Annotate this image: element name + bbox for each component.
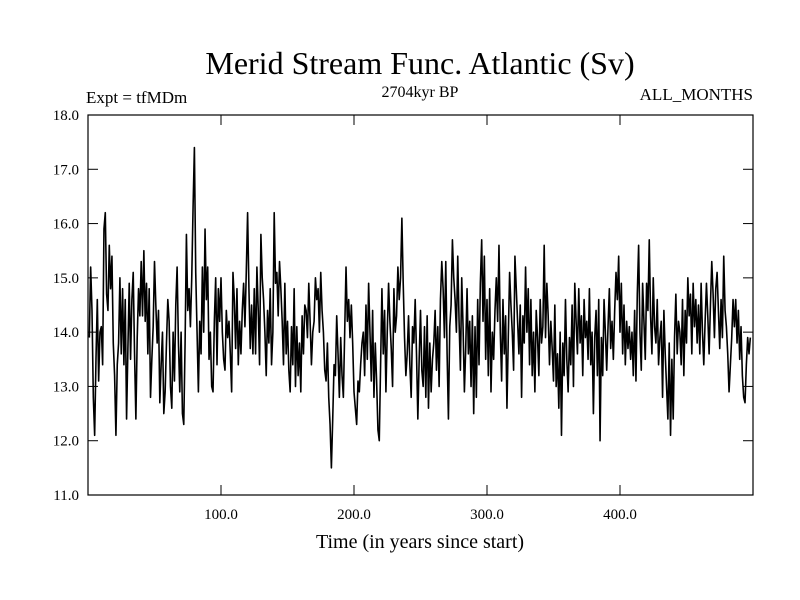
- y-tick-label: 11.0: [53, 488, 79, 504]
- y-tick-label: 17.0: [53, 162, 79, 178]
- x-tick-label: 300.0: [470, 507, 504, 523]
- y-tick-label: 18.0: [53, 108, 79, 124]
- y-tick-label: 16.0: [53, 217, 79, 233]
- series-line: [88, 146, 752, 469]
- time-period-label: 2704kyr BP: [382, 84, 459, 101]
- y-tick-label: 13.0: [53, 379, 79, 395]
- y-axis-tick-labels: 11.0 12.0 13.0 14.0 15.0 16.0 17.0 18.0: [53, 108, 79, 504]
- x-axis-tick-labels: 100.0 200.0 300.0 400.0: [204, 507, 637, 523]
- y-tick-label: 12.0: [53, 434, 79, 450]
- months-label: ALL_MONTHS: [640, 85, 753, 104]
- x-tick-label: 100.0: [204, 507, 238, 523]
- x-tick-label: 400.0: [603, 507, 637, 523]
- plot-frame: [87, 114, 754, 496]
- x-axis-label: Time (in years since start): [316, 531, 524, 553]
- chart-title: Merid Stream Func. Atlantic (Sv): [205, 45, 634, 81]
- x-axis-ticks: [220, 115, 621, 495]
- y-tick-label: 15.0: [53, 271, 79, 287]
- experiment-label: Expt = tfMDm: [86, 88, 187, 107]
- y-tick-label: 14.0: [53, 325, 79, 341]
- x-tick-label: 200.0: [337, 507, 371, 523]
